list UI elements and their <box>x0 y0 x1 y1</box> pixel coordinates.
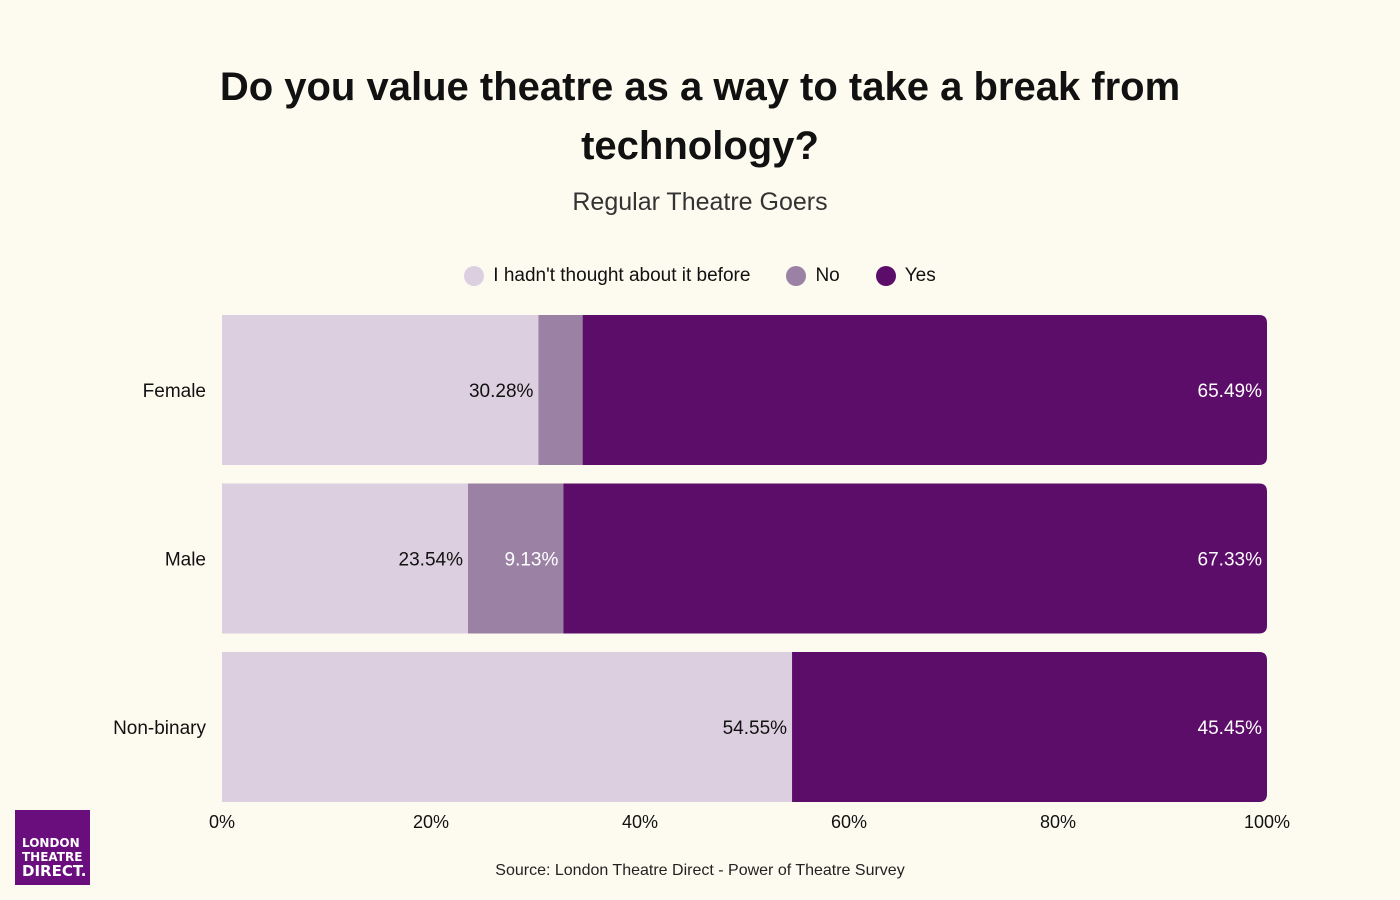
x-tick-label-0: 0% <box>209 812 235 832</box>
legend-label-no: No <box>815 265 840 286</box>
legend-swatch-no <box>786 266 807 286</box>
bar-non-binary-i-hadn-t-thought-about-it-before <box>222 652 793 802</box>
london-theatre-direct-logo: LONDON THEATRE DIRECT. <box>15 810 90 885</box>
bar-female-no <box>538 315 583 465</box>
category-label-female: Female <box>143 381 206 402</box>
x-tick-label-1: 20% <box>413 812 449 832</box>
data-label-non-binary-yes: 45.45% <box>1198 718 1263 739</box>
source-note: Source: London Theatre Direct - Power of… <box>495 862 905 879</box>
category-label-non-binary: Non-binary <box>113 718 206 739</box>
data-label-female-i-hadn-t-thought-about-it-before: 30.28% <box>469 381 534 402</box>
bar-female-yes <box>582 315 1267 465</box>
x-tick-label-2: 40% <box>622 812 658 832</box>
bar-non-binary-yes <box>792 652 1267 802</box>
data-label-male-yes: 67.33% <box>1198 550 1263 571</box>
data-label-male-no: 9.13% <box>505 550 559 571</box>
legend-item-no[interactable]: No <box>786 265 840 287</box>
chart-title: Do you value theatre as a way to take a … <box>219 65 1181 168</box>
legend-item-yes[interactable]: Yes <box>875 265 936 287</box>
x-tick-label-5: 100% <box>1244 812 1290 832</box>
data-label-male-i-hadn-t-thought-about-it-before: 23.54% <box>399 550 464 571</box>
category-label-male: Male <box>165 550 206 571</box>
logo-line-1: LONDON <box>22 836 80 850</box>
bar-male-yes <box>563 483 1267 634</box>
legend-label-hadnt-thought: I hadn't thought about it before <box>493 265 751 286</box>
bar-male-no <box>467 483 564 634</box>
legend-item-hadnt-thought[interactable]: I hadn't thought about it before <box>464 265 750 287</box>
data-label-female-yes: 65.49% <box>1198 381 1263 402</box>
x-tick-label-3: 60% <box>831 812 867 832</box>
legend-label-yes: Yes <box>904 265 936 286</box>
logo-line-3: DIRECT. <box>22 862 87 880</box>
legend-swatch-yes <box>875 266 896 286</box>
data-label-non-binary-i-hadn-t-thought-about-it-before: 54.55% <box>723 718 788 739</box>
bar-female-i-hadn-t-thought-about-it-before <box>222 315 539 465</box>
x-tick-label-4: 80% <box>1040 812 1076 832</box>
logo-line-2: THEATRE <box>22 850 83 864</box>
legend: I hadn't thought about it before No Yes <box>0 265 1400 287</box>
bar-male-i-hadn-t-thought-about-it-before <box>222 483 468 634</box>
chart-subtitle: Regular Theatre Goers <box>572 188 828 216</box>
legend-swatch-hadnt-thought <box>464 266 485 286</box>
